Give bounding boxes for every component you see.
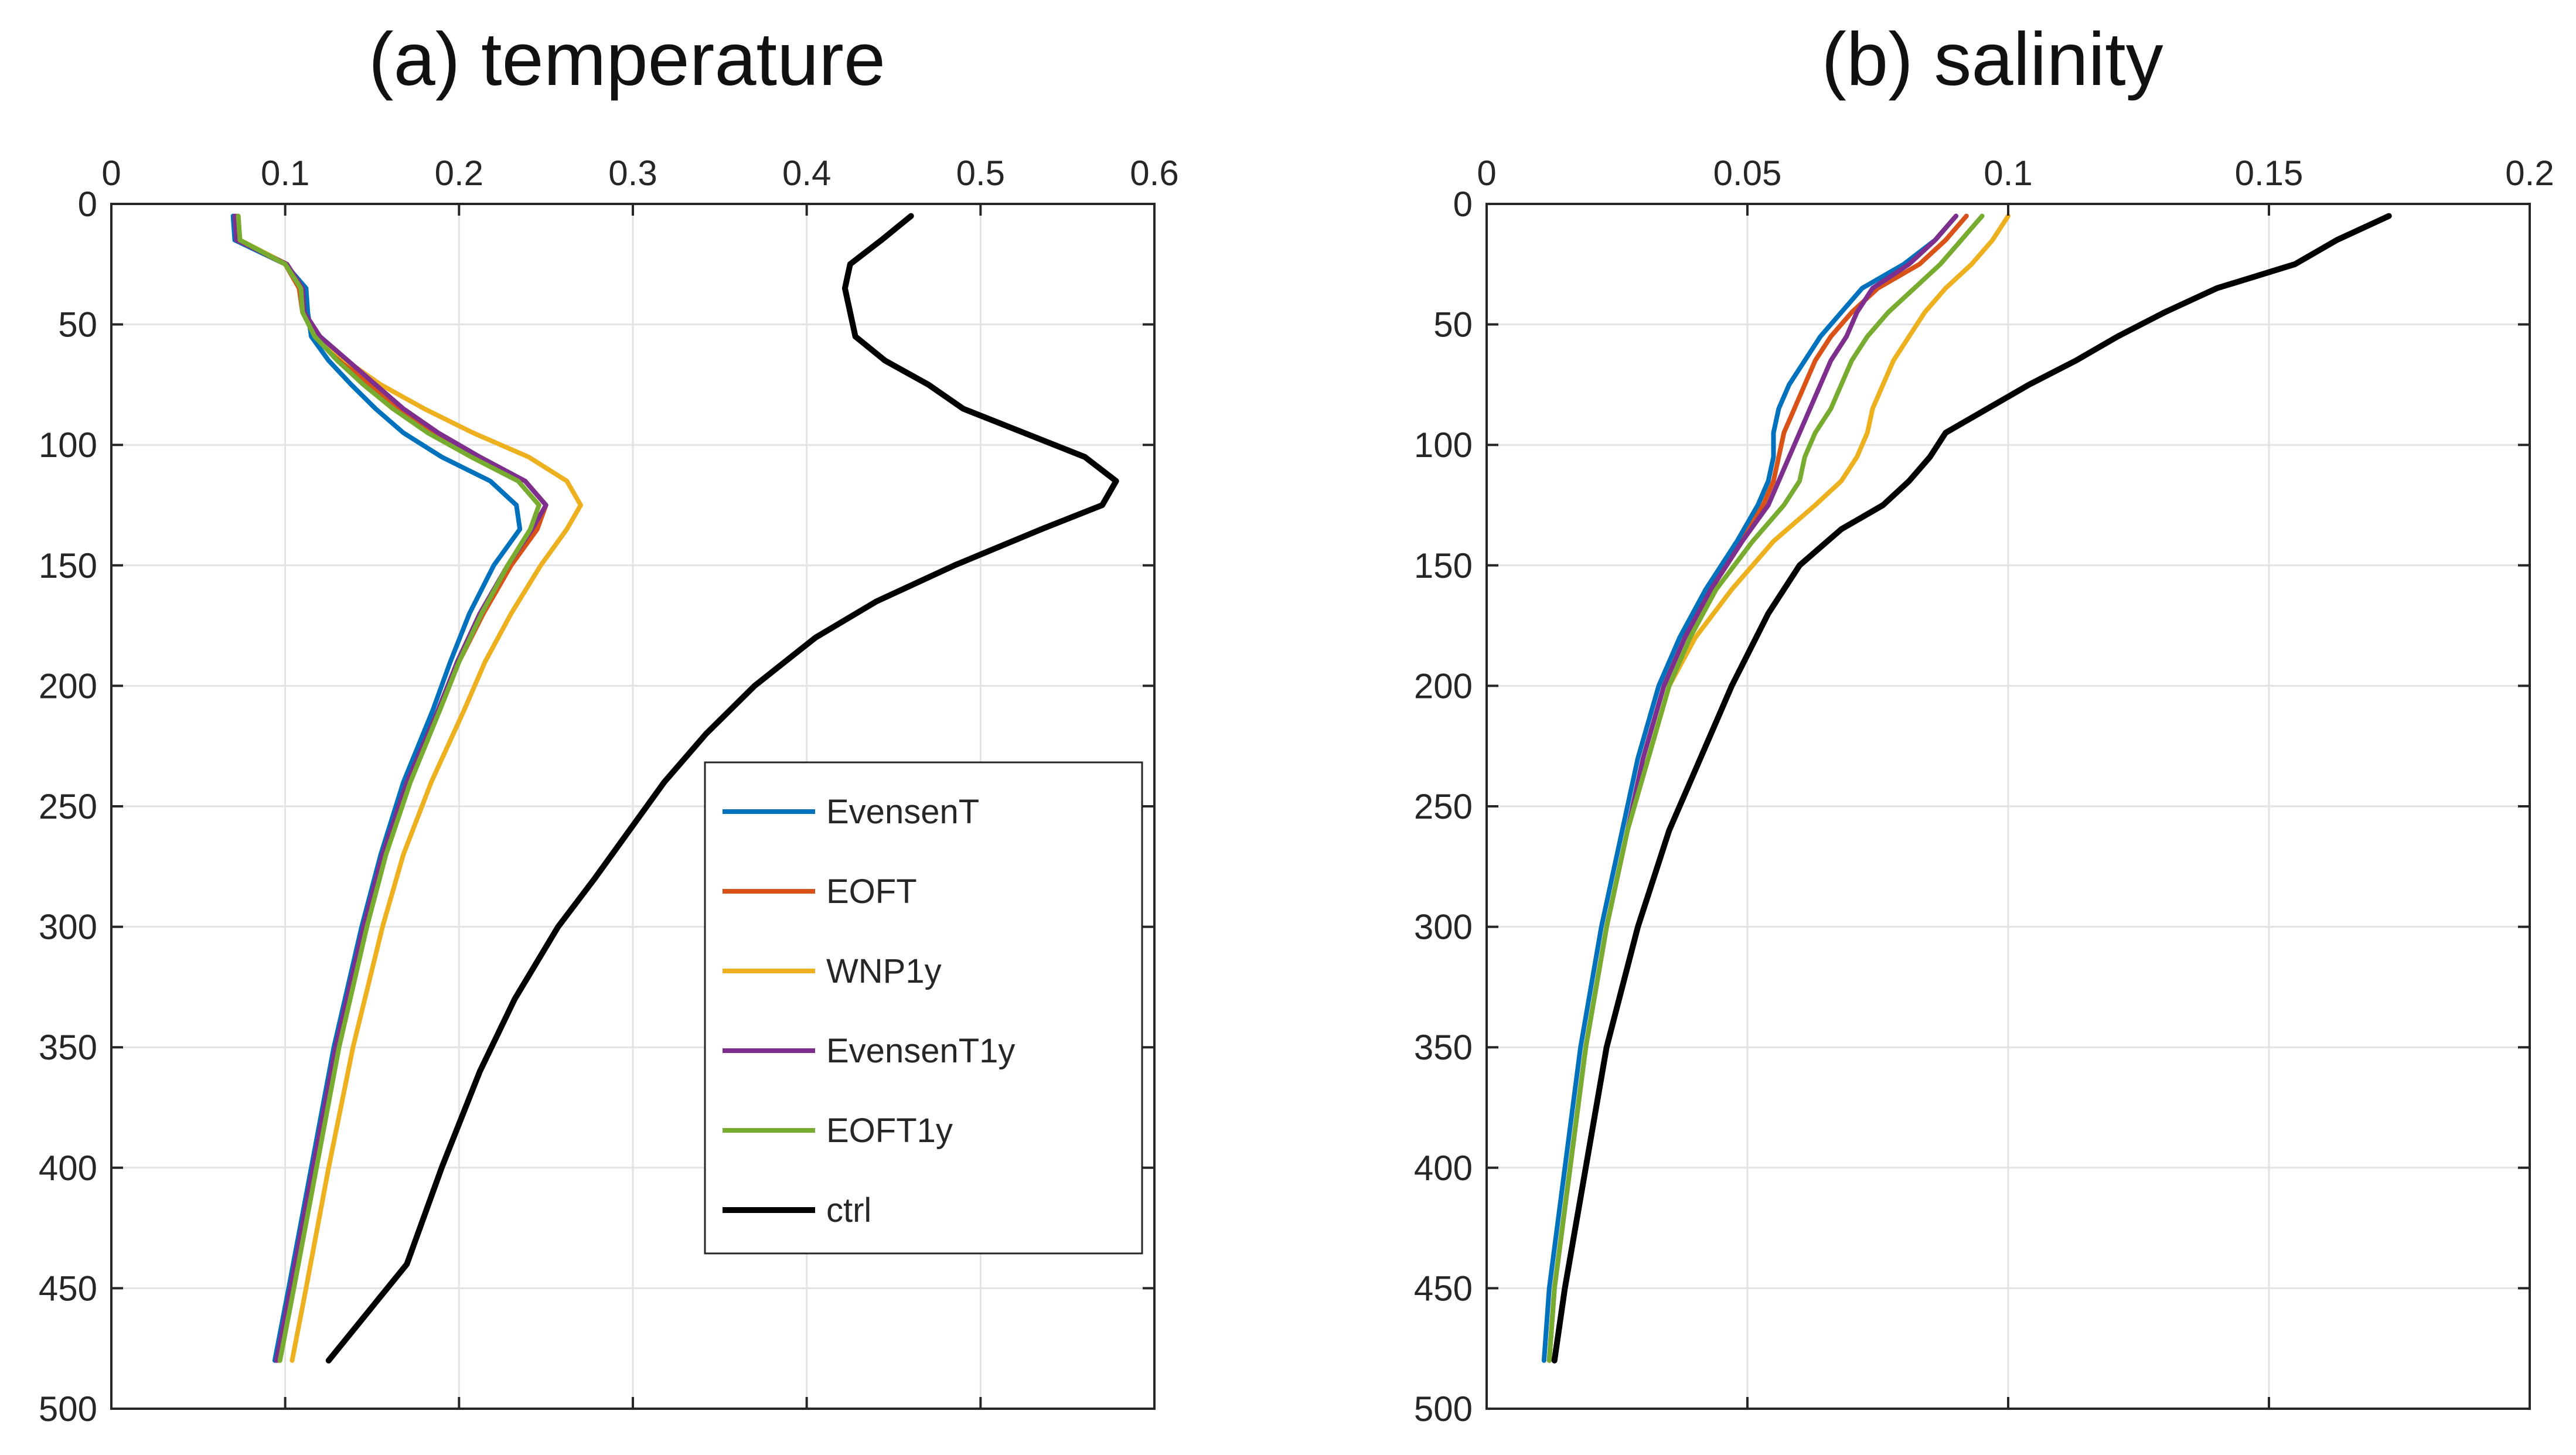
salinity-y-tick-labels: 0 50 100 150 200 250 300 350 400 450 500 [1414, 185, 1473, 1429]
salinity-y-tick-label: 150 [1414, 546, 1473, 585]
temperature-x-tick-label: 0.6 [1130, 154, 1178, 193]
temperature-y-tick-labels: 0 50 100 150 200 250 300 350 400 450 500 [39, 185, 97, 1429]
salinity-x-tick-label: 0.1 [1984, 154, 2032, 193]
salinity-x-tick-label: 0.2 [2505, 154, 2554, 193]
legend: EvensenT EOFT WNP1y EvensenT1y EOFT1y ctrl [704, 761, 1143, 1255]
legend-label-eoft: EOFT [826, 873, 917, 911]
temperature-line-eoft1y [236, 213, 541, 1363]
legend-label-evensent1y: EvensenT1y [826, 1032, 1015, 1070]
legend-box [704, 761, 1143, 1255]
temperature-y-tick-label: 500 [39, 1389, 97, 1429]
legend-label-ctrl: ctrl [826, 1191, 871, 1229]
salinity-x-tick-label: 0.05 [1713, 154, 1782, 193]
salinity-line-evensent [1541, 213, 1958, 1363]
temperature-x-tick-label: 0.2 [435, 154, 483, 193]
salinity-x-tick-labels: 0 0.05 0.1 0.15 0.2 [1477, 154, 2554, 193]
temperature-y-tick-label: 50 [58, 305, 97, 345]
temperature-ticks [110, 203, 1156, 1410]
legend-label-eoft1y: EOFT1y [826, 1112, 953, 1150]
temperature-y-tick-label: 100 [39, 425, 97, 465]
salinity-y-tick-label: 100 [1414, 425, 1473, 465]
salinity-y-tick-label: 350 [1414, 1028, 1473, 1067]
salinity-y-tick-label: 200 [1414, 666, 1473, 706]
salinity-y-tick-label: 400 [1414, 1149, 1473, 1188]
salinity-y-tick-label: 300 [1414, 908, 1473, 947]
salinity-line-ctrl [1551, 213, 2392, 1364]
temperature-y-tick-label: 250 [39, 787, 97, 826]
temperature-x-tick-label: 0 [101, 154, 121, 193]
temperature-y-tick-label: 450 [39, 1269, 97, 1308]
temperature-y-tick-label: 350 [39, 1028, 97, 1067]
salinity-y-tick-label: 500 [1414, 1389, 1473, 1429]
salinity-x-tick-label: 0 [1477, 154, 1496, 193]
temperature-x-tick-label: 0.1 [261, 154, 309, 193]
salinity-grid [1485, 203, 2531, 1410]
legend-label-evensent: EvensenT [826, 793, 979, 831]
salinity-line-eoft1y [1546, 213, 1985, 1363]
temperature-x-tick-label: 0.4 [782, 154, 831, 193]
temperature-series-lines [230, 213, 1119, 1364]
salinity-y-tick-label: 450 [1414, 1269, 1473, 1308]
temperature-y-tick-label: 300 [39, 908, 97, 947]
salinity-panel: (b) salinity 0 0.05 0.1 0.15 0.2 0 50 100 150 20… [1414, 18, 2554, 1429]
salinity-x-tick-label: 0.15 [2235, 154, 2304, 193]
salinity-ticks [1485, 203, 2531, 1410]
salinity-y-tick-label: 250 [1414, 787, 1473, 826]
temperature-y-tick-label: 400 [39, 1149, 97, 1188]
salinity-y-tick-label: 0 [1453, 185, 1473, 224]
temperature-line-ctrl [325, 213, 1119, 1364]
salinity-series-lines [1541, 213, 2392, 1364]
temperature-x-tick-labels: 0 0.1 0.2 0.3 0.4 0.5 0.6 [101, 154, 1178, 193]
temperature-panel: (a) temperature 0 0.1 0.2 0.3 0.4 0.5 0.6 0 50 1… [39, 18, 1179, 1429]
salinity-title: (b) salinity [1821, 18, 2163, 101]
salinity-y-tick-label: 50 [1433, 305, 1473, 345]
temperature-x-tick-label: 0.3 [608, 154, 657, 193]
temperature-y-tick-label: 200 [39, 666, 97, 706]
temperature-y-tick-label: 150 [39, 546, 97, 585]
legend-label-wnp1y: WNP1y [826, 952, 942, 990]
temperature-y-tick-label: 0 [78, 185, 97, 224]
temperature-x-tick-label: 0.5 [956, 154, 1005, 193]
temperature-title: (a) temperature [369, 18, 885, 101]
